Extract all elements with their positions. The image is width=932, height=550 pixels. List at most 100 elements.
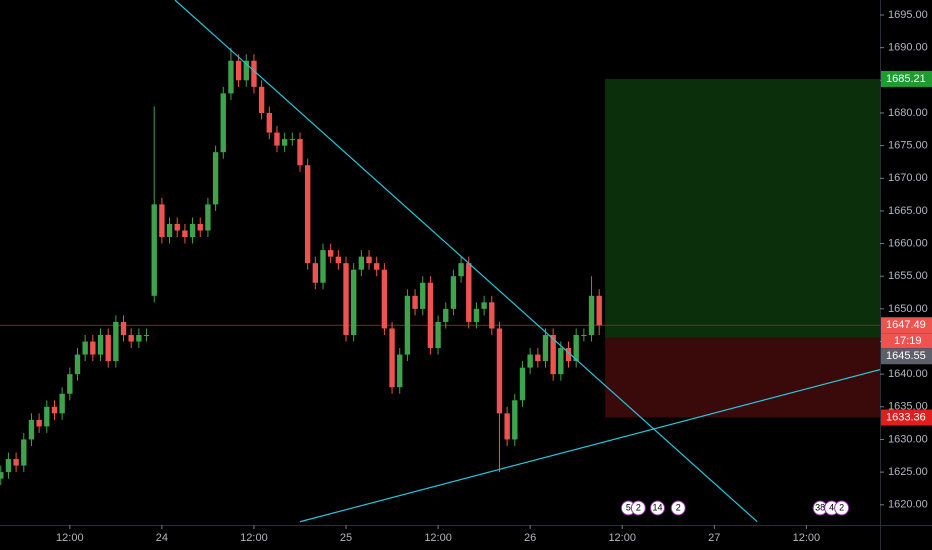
price-tag-label: 1685.21 (886, 73, 926, 85)
candle-body (496, 328, 503, 414)
candle-body (343, 263, 349, 335)
y-tick-label: 1660.00 (888, 237, 928, 249)
candle-body (381, 269, 388, 329)
candle-body (366, 256, 372, 264)
y-tick-label: 1690.00 (888, 42, 928, 54)
price-tag (881, 348, 932, 365)
candle-body (228, 60, 234, 94)
price-tag-label: 1647.49 (886, 319, 926, 331)
y-tick-label: 1680.00 (888, 107, 928, 119)
y-tick-label: 1630.00 (888, 433, 928, 445)
x-tick-label: 26 (524, 532, 536, 544)
candle-body (412, 295, 418, 309)
candle-body (420, 282, 426, 309)
profit-zone (605, 78, 880, 338)
candle-body (128, 334, 134, 342)
x-tick-label: 12:00 (793, 532, 821, 544)
event-label: 2 (676, 502, 681, 512)
y-tick-label: 1625.00 (888, 466, 928, 478)
price-tag-label: 1645.55 (886, 350, 926, 362)
event-icon (834, 500, 850, 516)
x-tick-label: 12:00 (56, 532, 84, 544)
x-tick-label: 27 (708, 532, 720, 544)
candle-body (573, 334, 579, 362)
candle-body (67, 374, 73, 394)
candle-body (466, 263, 472, 322)
candle-body (527, 354, 533, 368)
y-tick-label: 1675.00 (888, 140, 928, 152)
candle-body (97, 334, 104, 355)
x-tick-label: 24 (156, 532, 168, 544)
candle-body (212, 152, 219, 205)
candle-body (90, 341, 96, 355)
x-tick-label: 12:00 (240, 532, 268, 544)
event-icon (650, 500, 666, 516)
candle-body (258, 86, 265, 113)
plot-area (0, 0, 880, 523)
candle-body (558, 348, 564, 375)
event-label: 2 (636, 502, 641, 512)
candle-body (489, 302, 495, 329)
candle-body (327, 250, 334, 257)
candle-body (166, 223, 173, 238)
trend-line (174, 0, 758, 523)
event-label: 14 (652, 502, 662, 512)
candle-body (0, 472, 4, 479)
event-marker: 14 (650, 500, 666, 516)
loss-zone (605, 337, 880, 418)
candle-body (36, 419, 42, 427)
candle-body (596, 295, 602, 326)
candle-body (435, 321, 441, 349)
candle-body (136, 334, 142, 342)
candle-body (243, 60, 249, 81)
candle-body (550, 334, 556, 375)
candle-body (312, 263, 319, 283)
event-label: 38 (815, 502, 825, 512)
y-tick-label: 1650.00 (888, 303, 928, 315)
candle-body (197, 223, 203, 231)
candle-body (143, 334, 150, 336)
y-tick-label: 1640.00 (888, 368, 928, 380)
candle-body (581, 334, 587, 336)
candle-body (304, 165, 311, 264)
y-tick-label: 1665.00 (888, 205, 928, 217)
candle-body (542, 334, 549, 362)
x-tick-label: 12:00 (424, 532, 452, 544)
price-tag (881, 317, 932, 334)
candle-body (397, 354, 403, 388)
candle-body (404, 295, 411, 355)
candle-body (74, 354, 81, 375)
y-tick-label: 1655.00 (888, 270, 928, 282)
event-label: 2 (839, 502, 844, 512)
candle-body (481, 302, 487, 309)
countdown-box (881, 333, 932, 349)
price-tag (881, 70, 932, 87)
event-label: 5 (626, 502, 631, 512)
candle-body (389, 328, 395, 388)
candle-body (44, 406, 50, 427)
candle-body (220, 93, 226, 153)
candle-body (59, 393, 65, 414)
candle-body (519, 367, 526, 401)
candle-body (159, 204, 165, 238)
y-tick-label: 1620.00 (888, 499, 928, 511)
candle-body (151, 204, 157, 296)
candle-body (443, 308, 449, 322)
candle-body (358, 256, 365, 270)
candle-body (51, 406, 58, 414)
event-icon (670, 500, 686, 516)
candle-body (113, 321, 119, 362)
candle-body (281, 139, 288, 146)
candle-body (205, 204, 211, 231)
candle-body (174, 223, 180, 231)
candle-body (266, 112, 272, 133)
candle-body (588, 295, 595, 335)
candle-body (297, 139, 303, 166)
candle-body (535, 354, 541, 362)
event-marker: 2 (630, 500, 646, 516)
candle-body (335, 256, 342, 264)
candle-body (504, 413, 510, 440)
price-tag (881, 409, 932, 426)
event-marker: 2 (834, 500, 850, 516)
